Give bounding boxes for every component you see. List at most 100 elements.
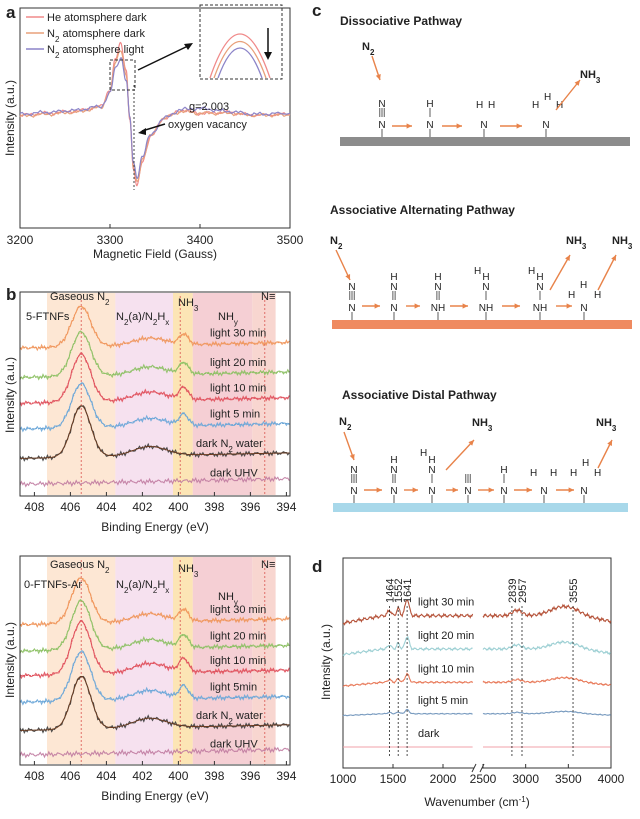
panel-a-ylabel: Intensity (a.u.) [3, 80, 17, 156]
diss-mol-2-atom-2: H [426, 99, 433, 110]
dist-h-5: H [594, 468, 601, 479]
dist-mol-3-atom-0: N [428, 486, 435, 497]
dissociative-steps: N2NNNHNHHNHHHNH3 [362, 41, 601, 137]
axis-break-mask [474, 764, 482, 772]
surface-distal [333, 503, 628, 512]
drifts-series-0-b [482, 603, 612, 625]
alt-h-extra1: H [474, 266, 481, 277]
b1-ticks: 408 406 404 402 400 398 396 394 [24, 492, 297, 514]
legend-n2-dark: N2 atomsphere dark [47, 28, 146, 44]
drifts-tick-3000: 3000 [512, 772, 539, 786]
panel-d-series-labels: light 30 min light 20 min light 10 min ligh… [418, 597, 474, 740]
dist-arrow-in-head [349, 454, 355, 460]
b2-xlabel: Binding Energy (eV) [101, 789, 208, 803]
diss-arrow-2-head [456, 123, 462, 129]
dist-arrow-1-head [376, 487, 382, 493]
alt-n2-label: N2 [330, 235, 343, 251]
pathway-title-dissociative: Dissociative Pathway [340, 14, 462, 28]
dist-mol-1-atom-2: N [350, 465, 357, 476]
alt-arrow-out2-head [611, 255, 616, 261]
panel-a-frame [19, 7, 291, 229]
pathway-title-alternating: Associative Alternating Pathway [330, 203, 515, 217]
panel-d-ylabel: Intensity (a.u.) [319, 624, 333, 700]
alt-mol-2-atom-2: N [390, 282, 397, 293]
diss-arrow-out-head [574, 80, 580, 86]
alt-mol-3-atom-0: NH [431, 303, 445, 314]
panel-a-tick-3200: 3200 [7, 233, 34, 247]
alt-mol-2-atom-3: H [390, 272, 397, 283]
alt-arrow-out2 [597, 254, 617, 291]
dist-mol-3-atom-2: N [428, 465, 435, 476]
xps-region-2-2 [173, 557, 193, 764]
drifts-tick-3500: 3500 [555, 772, 582, 786]
xps-series-1-0 [19, 305, 290, 352]
alt-mol-3-atom-2: N [434, 282, 441, 293]
dist-mol-7-atom-0: N [580, 486, 587, 497]
xps-label-2-0: light 30 min [210, 604, 266, 616]
panel-a-series-line-0 [19, 41, 291, 187]
dist-mol-2-atom-3: H [390, 455, 397, 466]
b1-region-nh3: NH3 [178, 297, 199, 313]
peak-label-2957: 2957 [517, 579, 529, 603]
xps-tick-2-400: 400 [168, 769, 188, 783]
dist-mol-5-atom-0: N [500, 486, 507, 497]
panel-d-label: d [312, 557, 322, 576]
dist-arrow-out1 [445, 439, 475, 471]
peak-label-2839: 2839 [507, 579, 519, 603]
alt-arrow-in-head [345, 274, 351, 280]
zoom-box [109, 59, 136, 91]
panel-a-label: a [6, 3, 16, 22]
alt-mol-1-atom-2: N [348, 282, 355, 293]
diss-mol-3-atom-0: N [480, 120, 487, 131]
xps-tick-2-404: 404 [96, 769, 116, 783]
xps-label-1-4: dark N2 water [196, 438, 263, 454]
xps-fit-1-3 [19, 383, 290, 430]
diss-arrow-in-head [375, 74, 381, 80]
xps-label-1-1: light 20 min [210, 357, 266, 369]
panel-a-xlabel: Magnetic Field (Gauss) [93, 247, 217, 261]
xps-label-2-3: light 5min [210, 681, 257, 693]
drifts-label-1: light 20 min [418, 630, 474, 642]
inset-curve-he [209, 33, 271, 79]
xps-series-2-0 [19, 577, 290, 628]
dist-h-x: H [420, 448, 427, 459]
peak-label-1552: 1552 [393, 579, 405, 603]
xps-tick-1-400: 400 [168, 500, 188, 514]
b1-ylabel: Intensity (a.u.) [3, 357, 17, 433]
peak-label-1464: 1464 [384, 579, 396, 603]
alt-arrow-4-head [514, 303, 520, 309]
xps-label-1-0: light 30 min [210, 327, 266, 339]
alt-arrow-out1-head [565, 255, 570, 261]
drifts-series-3-a [342, 708, 473, 717]
dist-h-4: H [582, 458, 589, 469]
drifts-series-0-a [342, 599, 474, 626]
alt-h-extra2: H [528, 266, 535, 277]
diss-mol-1-atom-2: N [378, 99, 385, 110]
panel-a: a 3200 3300 3400 3500 Intensity (a.u.) Magn… [3, 3, 304, 261]
alt-mol-4-atom-2: N [482, 282, 489, 293]
b1-region-nhy: NHy [218, 311, 238, 327]
xps-fit-2-2 [20, 621, 290, 677]
surface-dissociative [340, 137, 630, 146]
xps-region-2-3 [192, 557, 253, 764]
drifts-series-1-b [482, 639, 611, 656]
xps-fit-2-3 [19, 651, 290, 703]
xps-region-1-3 [192, 293, 253, 495]
alt-arrow-5-head [566, 303, 572, 309]
dist-mol-3-atom-3: H [428, 455, 435, 466]
dist-mol-4-atom-0: N [464, 486, 471, 497]
b1-sample: 5-FTNFs [26, 311, 70, 323]
xps-tick-1-402: 402 [132, 500, 152, 514]
xps-series-1-3 [19, 382, 290, 433]
diss-nh3-label: NH3 [580, 69, 601, 85]
drifts-series-1-a [342, 635, 473, 657]
xps-series-2-3 [19, 649, 290, 706]
zoom-arrowhead [184, 43, 193, 50]
axis-break-1 [471, 763, 477, 773]
xps-label-2-2: light 10 min [210, 655, 266, 667]
alt-arrow-in [335, 249, 351, 281]
dist-mol-5-atom-2: H [500, 465, 507, 476]
drifts-tick-2500: 2500 [470, 772, 497, 786]
b2-series [19, 560, 290, 765]
